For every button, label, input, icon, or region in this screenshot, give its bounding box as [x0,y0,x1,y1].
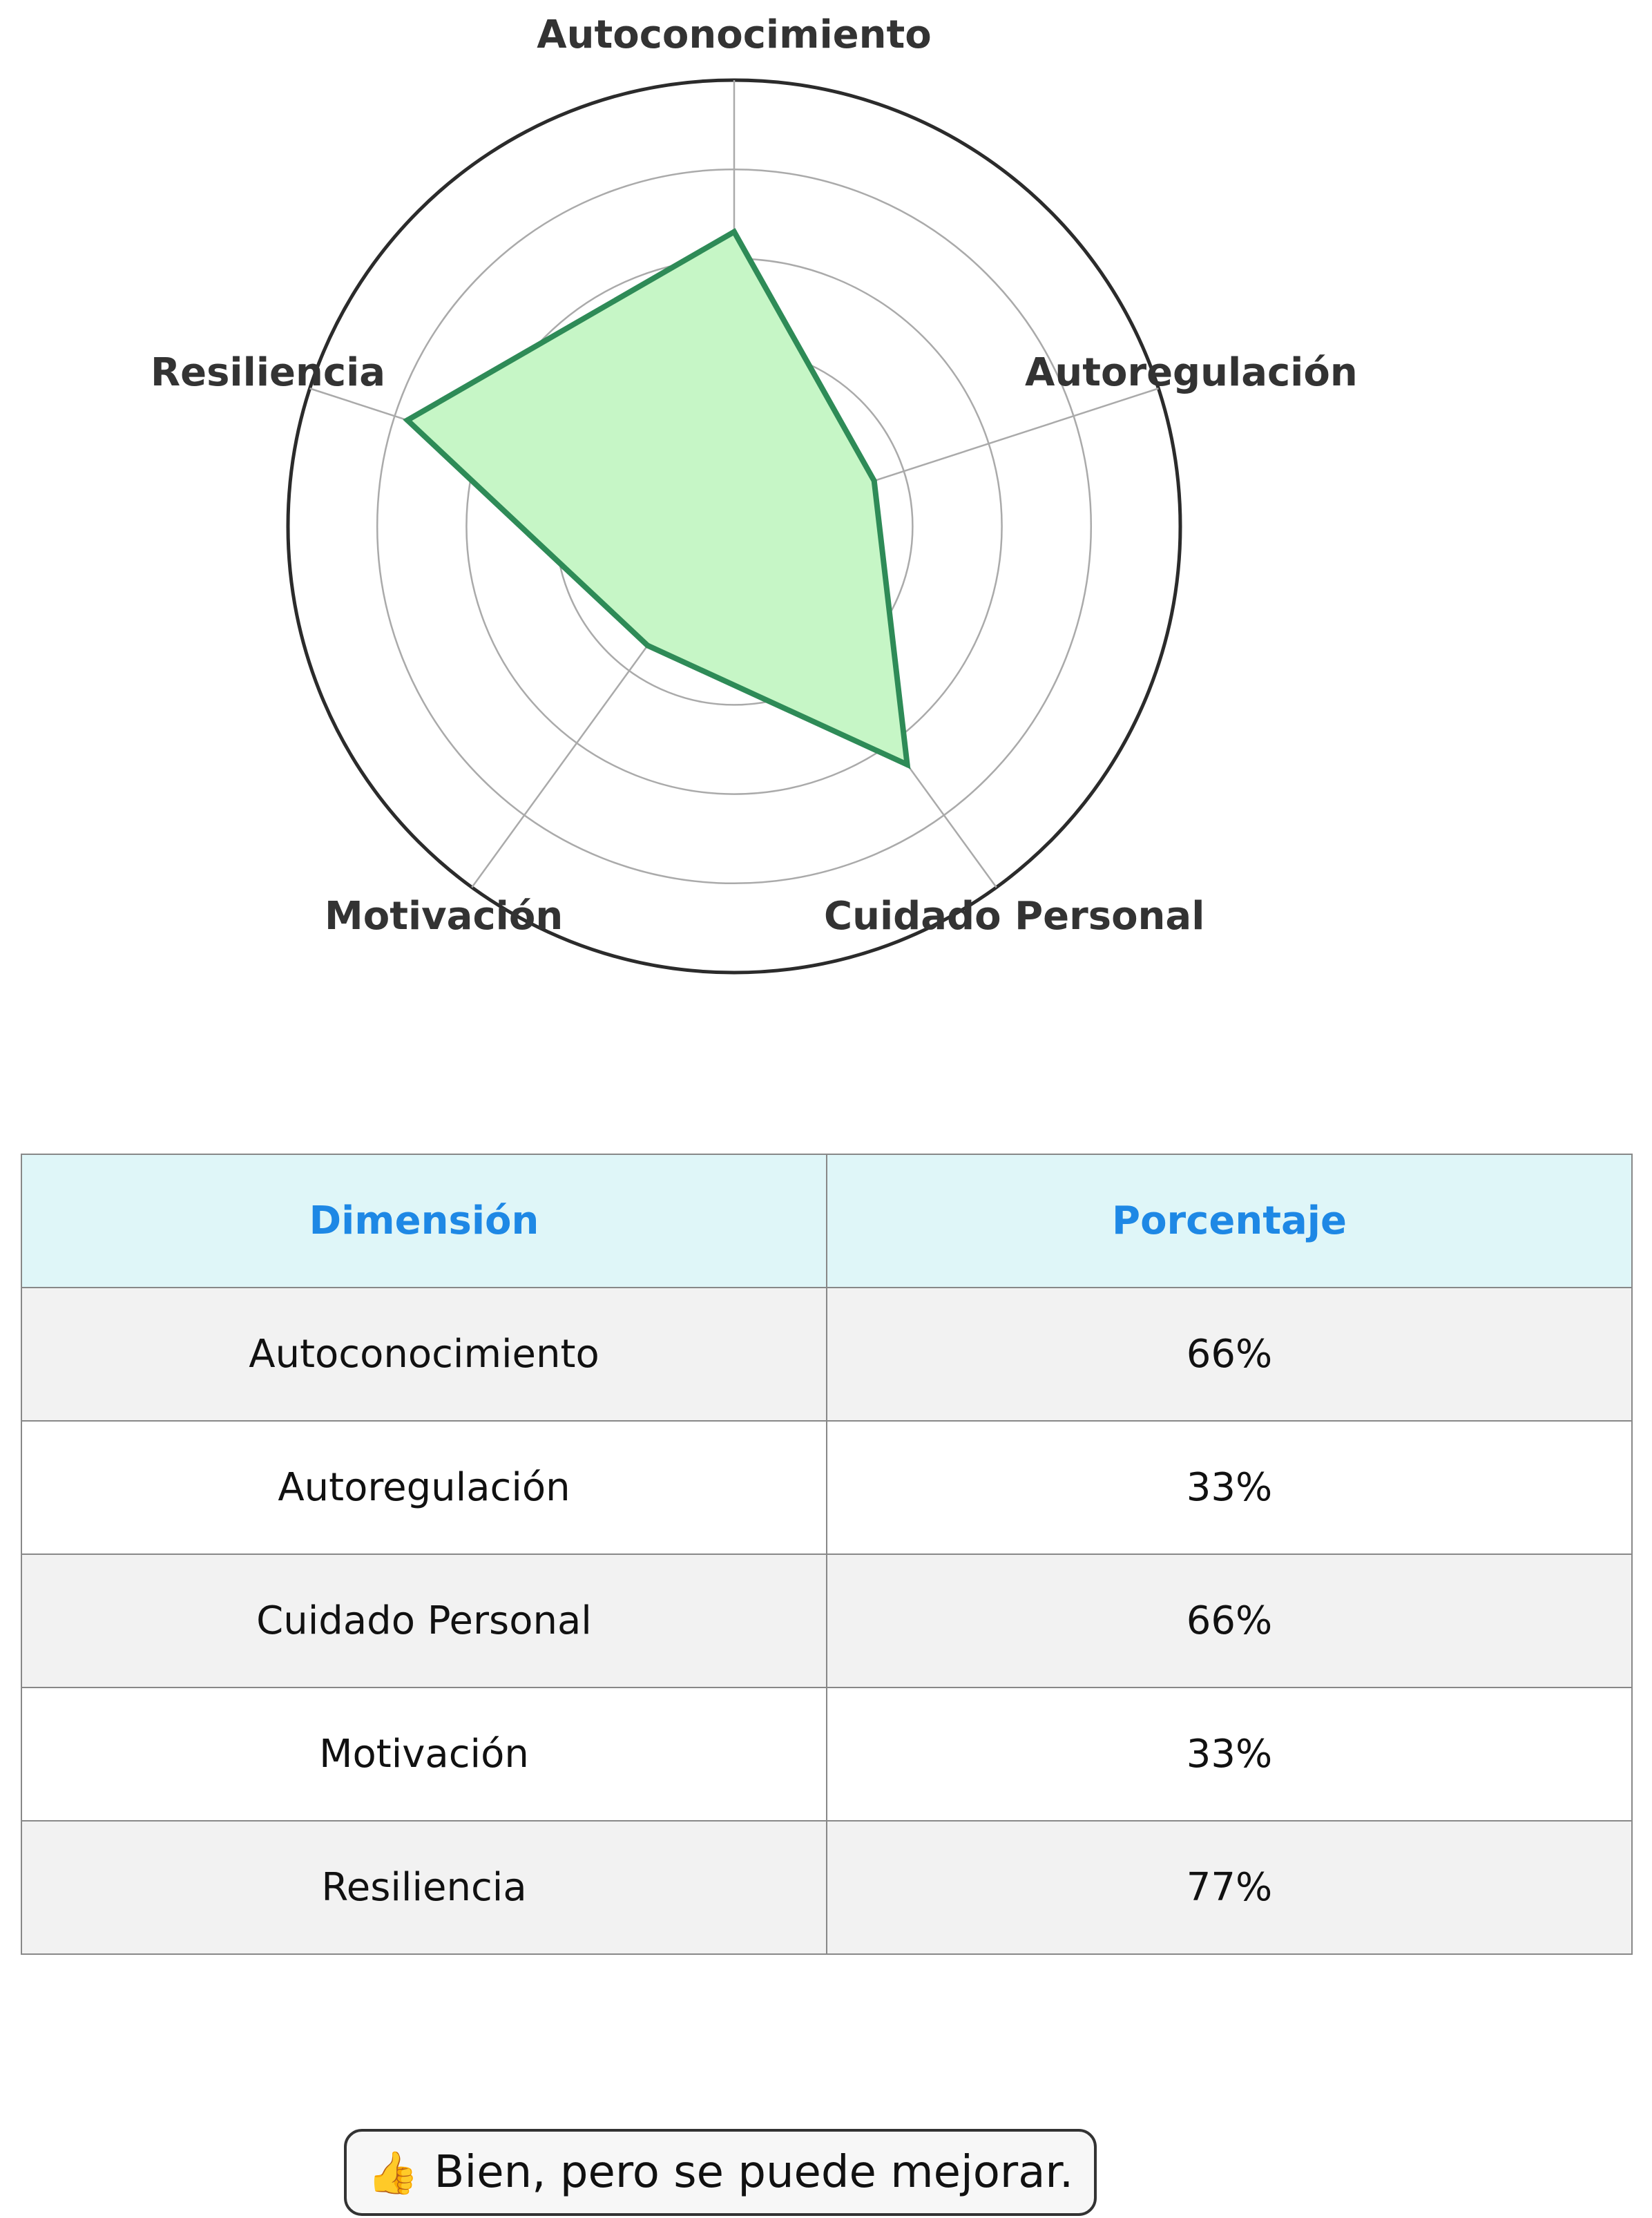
cell-dimension: Cuidado Personal [21,1553,827,1688]
feedback-message: 👍 Bien, pero se puede mejorar. [344,2129,1097,2216]
header-dimension: Dimensión [21,1154,827,1288]
header-porcentaje: Porcentaje [826,1154,1633,1288]
dimension-table: Dimensión Porcentaje Autoconocimiento 66… [21,1154,1633,1955]
table-row: Cuidado Personal 66% [21,1553,1633,1688]
cell-percentage: 66% [826,1553,1633,1688]
table-row: Motivación 33% [21,1687,1633,1822]
cell-percentage: 77% [826,1820,1633,1955]
cell-dimension: Motivación [21,1687,827,1822]
cell-dimension: Resiliencia [21,1820,827,1955]
data-point [731,229,737,235]
axis-label: Resiliencia [151,350,385,395]
radar-chart: Autoconocimiento Autoregulación Cuidado Pe… [151,12,1358,975]
data-point [404,417,410,423]
table-row: Resiliencia 77% [21,1820,1633,1955]
cell-dimension: Autoconocimiento [21,1287,827,1422]
data-point [871,478,877,484]
data-area [403,228,911,769]
cell-percentage: 33% [826,1687,1633,1822]
axis-label: Autoconocimiento [537,12,931,57]
axis-label: Motivación [325,894,563,939]
axis-label: Cuidado Personal [824,894,1204,939]
table-header-row: Dimensión Porcentaje [21,1154,1633,1288]
axis-label: Autoregulación [1025,350,1358,395]
cell-percentage: 66% [826,1287,1633,1422]
cell-dimension: Autoregulación [21,1420,827,1555]
data-point [904,761,910,767]
feedback-text: Bien, pero se puede mejorar. [434,2147,1074,2198]
data-point [644,642,651,649]
thumbs-up-icon: 👍 [367,2148,419,2197]
table-row: Autoregulación 33% [21,1420,1633,1555]
table-row: Autoconocimiento 66% [21,1287,1633,1422]
cell-percentage: 33% [826,1420,1633,1555]
